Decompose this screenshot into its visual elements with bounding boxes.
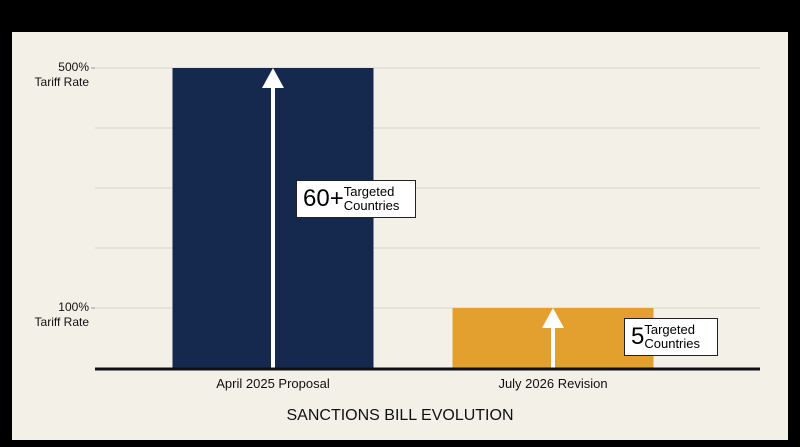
y-tick-label: 100% Tariff Rate [34, 300, 89, 329]
annotation: 5 Targeted Countries [624, 318, 718, 356]
panel [12, 32, 788, 440]
annotation: 60+ Targeted Countries [296, 180, 416, 218]
annotation-number: 60+ [303, 185, 344, 212]
y-tick-label: 500% Tariff Rate [34, 60, 89, 89]
annotation-text: Targeted Countries [343, 184, 400, 213]
x-tick-label: July 2026 Revision [498, 376, 608, 391]
arrow-head [262, 68, 284, 88]
annotation-text: Targeted Countries [644, 322, 700, 351]
annotation-number: 5 [631, 323, 645, 350]
arrow-head [542, 308, 564, 328]
x-tick-label: April 2025 Proposal [216, 376, 330, 391]
chart-title: SANCTIONS BILL EVOLUTION [286, 407, 514, 424]
